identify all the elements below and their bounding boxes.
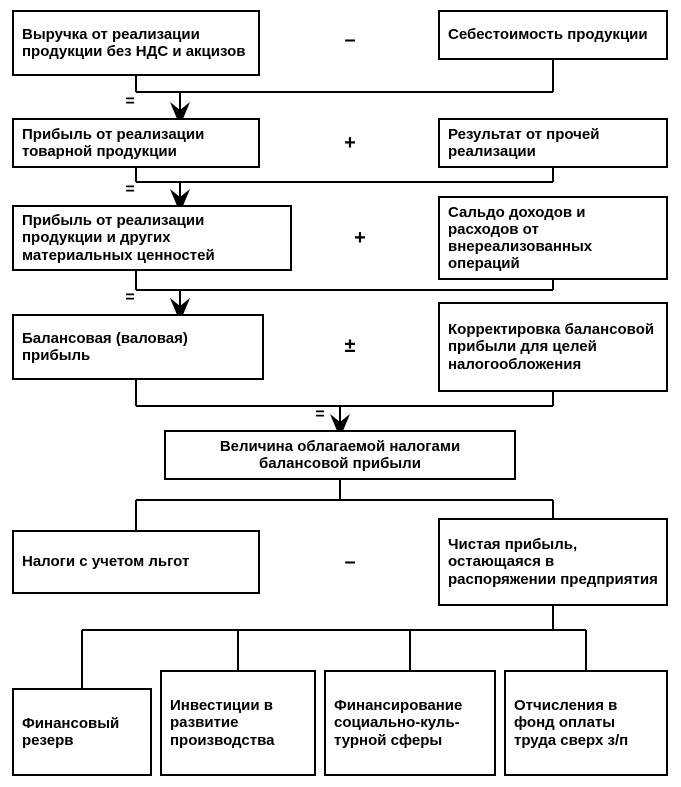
label: Финансирование социально-куль­турной сфе… [334,697,486,749]
label: Прибыль от реализации продукции и других… [22,212,282,264]
node-investments: Инвестиции в развитие производства [160,670,316,776]
op-plus-1: + [344,133,356,153]
label: Налоги с учетом льгот [22,553,189,570]
op-minus-1: – [344,30,355,50]
label: Балансовая (валовая) прибыль [22,330,254,365]
label: Чистая прибыль, остающаяся в распоряжени… [448,536,658,588]
op-plus-2: + [354,228,366,248]
label: Себестоимость продукции [448,26,648,43]
profit-flowchart: Выручка от реализации продукции без НДС … [0,0,681,787]
node-other-sales: Результат от прочей реализации [438,118,668,168]
node-tax-adjustment: Корректировка балансовой прибыли для цел… [438,302,668,392]
node-profit-commodity: Прибыль от реализации товарной продукции [12,118,260,168]
node-nonoperating-balance: Сальдо доходов и расходов от внереализов… [438,196,668,280]
eq-4: = [315,407,324,423]
node-taxable-profit: Величина облагаемой налогами балансовой … [164,430,516,480]
node-profit-materials: Прибыль от реализации продукции и других… [12,205,292,271]
label: Корректировка балансовой прибыли для цел… [448,321,658,373]
node-fin-reserve: Финансовый резерв [12,688,152,776]
label: Отчисления в фонд оплаты труда сверх з/п [514,697,658,749]
node-taxes: Налоги с учетом льгот [12,530,260,594]
node-social-finance: Финансирование социально-куль­турной сфе… [324,670,496,776]
node-net-profit: Чистая прибыль, остающаяся в распоряжени… [438,518,668,606]
node-wage-fund: Отчисления в фонд оплаты труда сверх з/п [504,670,668,776]
op-minus-2: – [344,552,355,572]
label: Инвестиции в развитие производства [170,697,306,749]
label: Результат от прочей реализации [448,126,658,161]
label: Величина облагаемой налогами балансовой … [174,438,506,473]
node-gross-profit: Балансовая (валовая) прибыль [12,314,264,380]
label: Прибыль от реализации товарной продукции [22,126,250,161]
label: Финансовый резерв [22,715,142,750]
eq-3: = [125,290,134,306]
op-plusminus: ± [345,336,356,356]
node-revenue-no-vat: Выручка от реализации продукции без НДС … [12,10,260,76]
label: Сальдо доходов и расходов от внереализов… [448,204,658,273]
node-cost: Себестоимость продукции [438,10,668,60]
eq-1: = [125,94,134,110]
eq-2: = [125,182,134,198]
label: Выручка от реализации продукции без НДС … [22,26,250,61]
